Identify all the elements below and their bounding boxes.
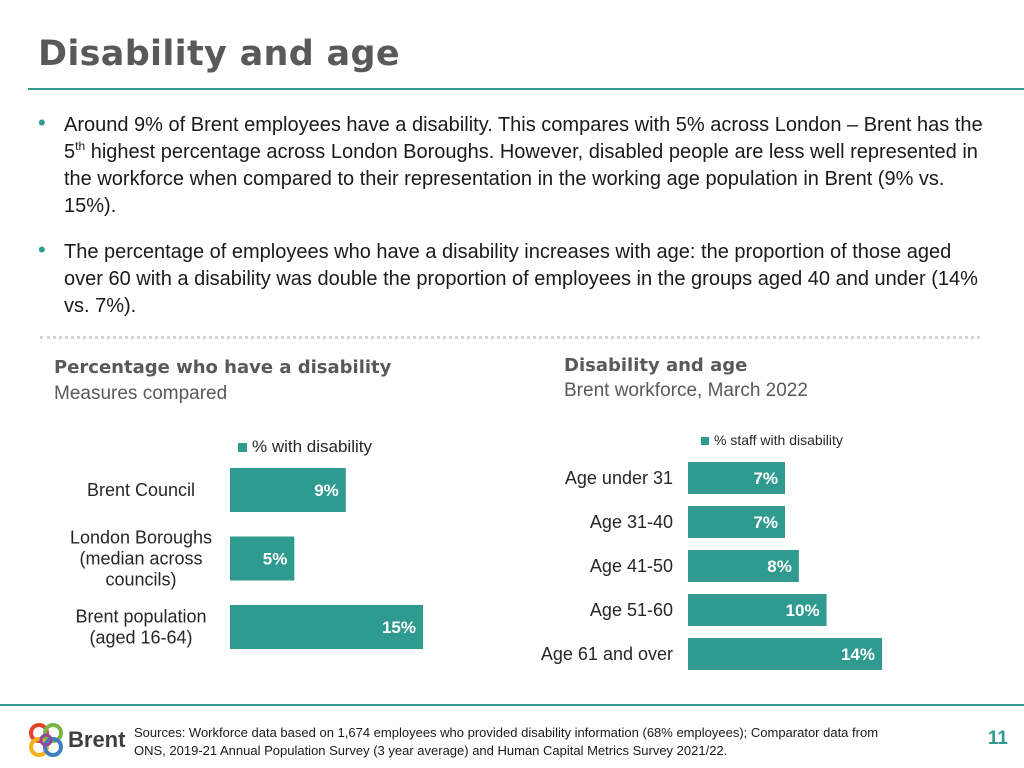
bullet-text: Around 9% of Brent employees have a disa… xyxy=(64,114,983,163)
legend-swatch xyxy=(701,437,709,445)
category-label: Brent Council xyxy=(87,480,195,500)
bullet-text: The percentage of employees who have a d… xyxy=(64,241,978,317)
brent-logo-text: Brent xyxy=(68,727,126,752)
ordinal-suffix: th xyxy=(75,139,86,153)
category-label-line: Brent Council xyxy=(87,480,195,500)
category-label-line: Age 41-50 xyxy=(590,556,673,576)
bullet-list: • Around 9% of Brent employees have a di… xyxy=(38,110,988,320)
bar xyxy=(688,638,882,670)
category-label-line: London Boroughs xyxy=(70,528,212,548)
category-label-line: Brent population xyxy=(75,607,206,627)
legend-label: % staff with disability xyxy=(714,432,843,448)
brent-logo-icon xyxy=(29,723,63,757)
data-label: 7% xyxy=(753,469,778,488)
data-label: 15% xyxy=(382,618,416,637)
bullet-text-continued: highest percentage across London Borough… xyxy=(64,141,978,217)
bar xyxy=(688,594,827,626)
sources-line: Sources: Workforce data based on 1,674 e… xyxy=(134,725,879,740)
category-label-line: Age 51-60 xyxy=(590,600,673,620)
bar xyxy=(230,468,346,512)
left-chart-title: Percentage who have a disability xyxy=(54,357,392,378)
category-label: London Boroughs (median across councils) xyxy=(70,528,212,590)
legend-swatch xyxy=(238,443,247,452)
data-label: 8% xyxy=(767,557,792,576)
bullet-item-1: • Around 9% of Brent employees have a di… xyxy=(38,110,988,220)
category-label-line: Age 31-40 xyxy=(590,512,673,532)
footer-divider xyxy=(0,704,1024,706)
bar xyxy=(230,536,295,581)
category-label: Age 31-40 xyxy=(590,512,673,532)
category-label: Brent population (aged 16-64) xyxy=(75,607,206,648)
category-label: Age 61 and over xyxy=(541,644,673,664)
brent-logo: Brent xyxy=(28,722,125,758)
category-label: Age under 31 xyxy=(565,468,673,488)
bar xyxy=(688,550,799,582)
sources-line: ONS, 2019-21 Annual Population Survey (3… xyxy=(134,743,728,758)
bullet-item-2: • The percentage of employees who have a… xyxy=(38,237,988,320)
right-chart-title: Disability and age xyxy=(564,355,748,376)
bar xyxy=(230,605,423,649)
dotted-separator xyxy=(40,336,980,339)
left-chart-subtitle: Measures compared xyxy=(54,383,228,404)
category-label-line: (aged 16-64) xyxy=(89,628,192,648)
bar xyxy=(688,506,785,538)
data-label: 5% xyxy=(263,550,288,569)
legend-label: % with disability xyxy=(252,437,372,456)
data-label: 7% xyxy=(753,513,778,532)
category-label: Age 41-50 xyxy=(590,556,673,576)
sources-note: Sources: Workforce data based on 1,674 e… xyxy=(134,724,964,760)
category-label: Age 51-60 xyxy=(590,600,673,620)
category-label-line: councils) xyxy=(105,570,176,590)
page-number: 11 xyxy=(987,728,1008,749)
category-label-line: (median across xyxy=(79,549,202,569)
title-divider xyxy=(28,88,1024,90)
bullet-icon: • xyxy=(38,110,46,135)
data-label: 10% xyxy=(786,601,820,620)
category-label-line: Age 61 and over xyxy=(541,644,673,664)
bar xyxy=(688,462,785,494)
data-label: 9% xyxy=(314,481,339,500)
category-label-line: Age under 31 xyxy=(565,468,673,488)
right-chart-subtitle: Brent workforce, March 2022 xyxy=(564,380,808,401)
chart-body: % staff with disability 7% Age under 31 7% A… xyxy=(541,432,882,670)
slide-title: Disability and age xyxy=(38,34,400,74)
bullet-icon: • xyxy=(38,237,46,262)
chart-body: % with disability 9% Brent Council 5% London… xyxy=(70,437,423,649)
data-label: 14% xyxy=(841,645,875,664)
